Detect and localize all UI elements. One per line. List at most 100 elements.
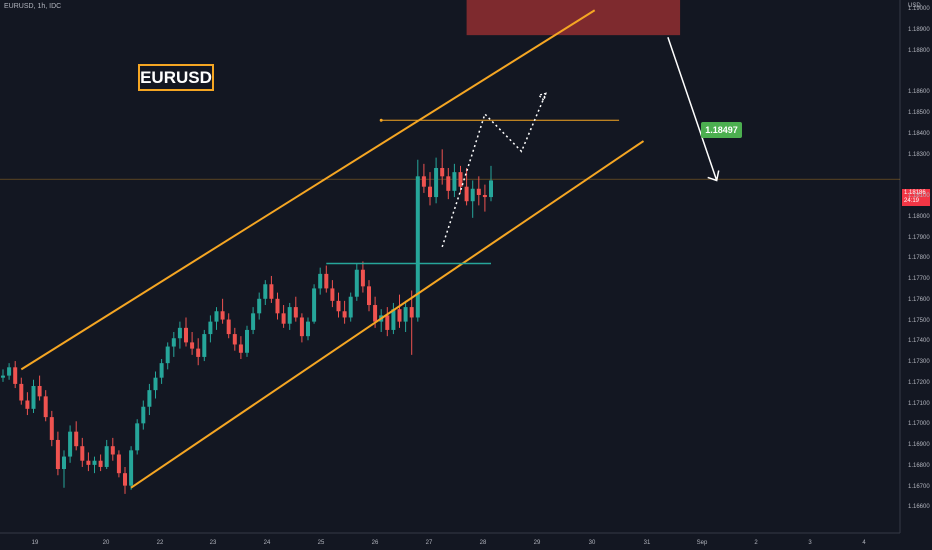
y-tick-label: 1.17300 [908, 359, 930, 366]
candle-body [190, 342, 195, 349]
candle-body [385, 315, 390, 330]
candle-body [232, 334, 237, 345]
candle-body [482, 194, 487, 198]
candle-body [147, 390, 152, 407]
y-tick-label: 1.17100 [908, 400, 930, 407]
candle-body [141, 406, 146, 424]
y-tick-label: 1.17400 [908, 338, 930, 345]
x-tick-label: 31 [643, 540, 651, 546]
candle-body [13, 367, 18, 384]
candle-body [68, 431, 73, 457]
target-price-label: 1.18497 [701, 122, 742, 138]
candle-body [1, 375, 5, 378]
candle-body [458, 172, 463, 187]
candle-body [43, 396, 48, 418]
target-line-anchor [379, 118, 383, 122]
chart-title-box: EURUSD [138, 64, 214, 91]
y-tick-label: 1.18600 [908, 89, 930, 96]
candle-body [226, 319, 231, 335]
candle-body [116, 454, 121, 474]
x-tick-label: 30 [588, 540, 596, 546]
channel-lower-line [130, 140, 645, 489]
y-tick-label: 1.17000 [908, 421, 930, 428]
candle-body [318, 273, 323, 289]
candle-body [336, 300, 341, 312]
candle-body [409, 307, 414, 318]
x-tick-label: 19 [31, 540, 39, 546]
candle-body [62, 456, 66, 470]
symbol-info: EURUSD, 1h, IDC [4, 3, 62, 10]
candle-body [245, 329, 249, 353]
candle-body [312, 288, 317, 322]
candle-body [74, 431, 79, 447]
x-tick-label: 23 [209, 540, 217, 546]
y-tick-label: 1.17200 [908, 379, 930, 386]
target-zone [466, 0, 681, 36]
x-tick-label: 28 [479, 540, 487, 546]
candle-body [275, 298, 280, 314]
candle-body [25, 400, 30, 409]
candle-body [324, 273, 329, 289]
candle-body [269, 284, 274, 299]
candle-body [214, 311, 219, 322]
candle-body [476, 188, 481, 195]
candle-countdown: 24:19 [904, 198, 920, 204]
x-tick-label: 4 [862, 540, 866, 546]
drop-arrow-line [667, 36, 718, 181]
candle-body [391, 309, 396, 330]
y-tick-label: 1.18800 [908, 47, 930, 54]
x-tick-label: 2 [754, 540, 758, 546]
candle-body [184, 327, 188, 343]
candle-body [440, 168, 445, 177]
candle-body [360, 269, 365, 287]
projection-arrowhead [537, 92, 547, 102]
candle-body [287, 307, 292, 324]
y-tick-label: 1.17700 [908, 276, 930, 283]
candle-body [86, 460, 91, 465]
y-tick-label: 1.17800 [908, 255, 930, 262]
candle-body [263, 284, 268, 299]
candle-body [98, 460, 103, 467]
candle-body [208, 321, 213, 335]
candle-body [31, 385, 36, 409]
y-tick-label: 1.18100 [908, 193, 930, 200]
currency-label: USD [908, 3, 921, 9]
candle-body [196, 348, 201, 357]
candle-body [37, 385, 42, 397]
candle-body [165, 346, 170, 364]
y-tick-label: 1.16700 [908, 483, 930, 490]
y-tick-label: 1.17900 [908, 234, 930, 241]
y-tick-label: 1.18500 [908, 110, 930, 117]
candle-body [251, 313, 256, 330]
candle-body [7, 367, 12, 376]
candle-body [446, 176, 451, 191]
y-tick-label: 1.17500 [908, 317, 930, 324]
candle-body [80, 446, 85, 461]
candle-body [104, 446, 109, 467]
candle-body [330, 288, 335, 301]
candle-body [342, 311, 347, 318]
candle-body [397, 309, 402, 322]
candle-body [159, 363, 164, 378]
candle-body [220, 311, 225, 320]
x-tick-label: Sep [696, 540, 708, 546]
x-tick-label: 29 [533, 540, 541, 546]
candle-body [49, 417, 54, 440]
candle-body [19, 383, 24, 401]
y-tick-label: 1.16900 [908, 442, 930, 449]
candle-body [299, 317, 304, 337]
candle-body [306, 321, 310, 337]
candle-body [238, 344, 243, 353]
candle-body [293, 307, 298, 318]
candle-body [202, 334, 207, 357]
candle-body [177, 327, 182, 339]
candle-body [110, 446, 115, 455]
candle-body [129, 450, 134, 486]
candle-body [257, 298, 262, 314]
candle-body [489, 180, 493, 198]
candle-body [373, 305, 378, 322]
y-tick-label: 1.18000 [908, 213, 930, 220]
x-tick-label: 20 [102, 540, 110, 546]
candle-body [92, 460, 97, 465]
